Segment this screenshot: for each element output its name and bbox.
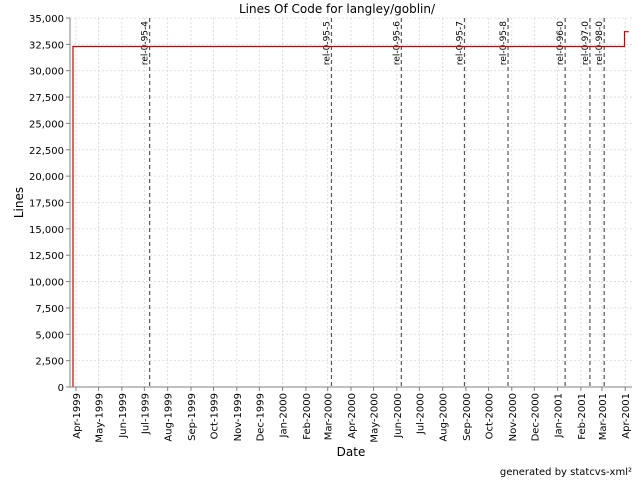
x-tick-label: Sep-2000 [462,393,473,441]
release-markers: rel-0-95-4 rel-0-95-5 rel-0-95-6 rel-0-95-7… [141,18,605,387]
generator-footer: generated by statcvs-xml² [499,467,632,478]
release-marker-label: rel-0-95-4 [141,21,151,65]
release-marker-label: rel-0-95-8 [499,21,509,65]
x-tick-label: Dec-1999 [255,393,266,441]
y-tick-label: 30,000 [29,67,64,78]
x-tick-label: Sep-1999 [187,393,198,441]
y-tick-label: 7,500 [35,304,64,315]
series-point [72,45,74,48]
chart-title: Lines Of Code for langley/goblin/ [239,2,436,16]
x-tick-label: Jan-2001 [554,393,565,438]
x-tick-label: May-1999 [95,393,106,443]
x-tick-label: Apr-2000 [347,393,358,439]
release-marker-label: rel-0-95-6 [392,21,402,65]
x-axis-label: Date [337,445,366,459]
y-tick-label: 17,500 [29,199,64,210]
y-tick-label: 25,000 [29,119,64,130]
x-tick-label: Dec-2000 [530,393,541,441]
x-tick-label: Jun-1999 [118,393,129,439]
x-tick-label: Jul-1999 [140,393,151,435]
x-tick-label: Aug-1999 [164,393,175,442]
series-point [627,31,629,33]
release-marker-label: rel-0-96-0 [556,21,566,65]
y-tick-label: 27,500 [29,93,64,104]
y-tick-label: 35,000 [29,14,64,25]
x-tick-label: Mar-2001 [598,393,609,440]
y-tick-label: 20,000 [29,172,64,183]
y-tick-label: 22,500 [29,146,64,157]
x-tick-label: Feb-2000 [302,393,313,440]
release-marker-label: rel-0-98-0 [595,21,605,65]
x-tick-label: Nov-1999 [233,393,244,441]
y-tick-label: 12,500 [29,251,64,262]
x-tick-label: Aug-2000 [439,393,450,442]
y-tick-label: 10,000 [29,278,64,289]
grid-lines [70,17,632,388]
x-tick-label: Feb-2001 [577,393,588,440]
x-tick-label: Mar-2000 [324,393,335,440]
y-tick-label: 2,500 [35,357,64,368]
x-tick-label: Jun-2000 [393,393,404,439]
series-point [623,31,626,33]
release-marker-label: rel-0-95-7 [455,21,465,65]
y-tick-label: 32,500 [29,40,64,51]
y-axis-label: Lines [12,187,26,218]
x-tick-label: May-2000 [370,393,381,443]
x-tick-label: Jul-2000 [415,393,426,435]
y-tick-label: 15,000 [29,225,64,236]
series-point [623,45,626,48]
release-marker-label: rel-0-97-0 [581,21,591,65]
x-tick-label: Jan-2000 [279,393,290,438]
x-tick-label: Apr-1999 [72,393,83,439]
y-tick-label: 5,000 [35,330,64,341]
x-tick-label: Oct-2000 [484,393,495,439]
y-tick-label: 0 [58,383,64,394]
x-tick-label: Apr-2001 [621,393,632,439]
release-marker-label: rel-0-95-5 [322,21,332,65]
x-tick-label: Oct-1999 [210,393,221,439]
axes: 0 2,500 5,000 7,500 10,000 12,500 15,000 17,500… [29,14,632,443]
x-tick-label: Nov-2000 [508,393,519,441]
